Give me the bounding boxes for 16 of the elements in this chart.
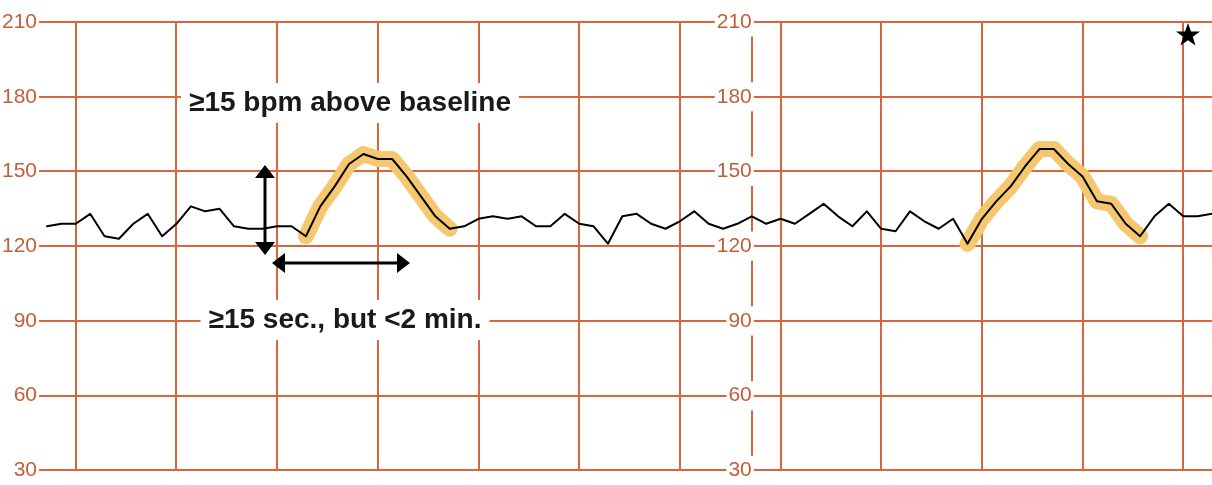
y-tick-label: 60 xyxy=(13,382,38,406)
y-tick-label: 120 xyxy=(1,233,38,256)
annotation: ≥15 sec., but <2 min. xyxy=(208,302,482,334)
y-tick-label: 210 xyxy=(1,8,38,32)
y-tick-label: 150 xyxy=(1,158,38,182)
y-tick-label: 90 xyxy=(13,307,38,331)
y2-tick-label: 30 xyxy=(728,457,752,481)
y-tick-label: 30 xyxy=(13,457,38,481)
y2-tick-label: 90 xyxy=(728,307,752,331)
annotation: ≥15 bpm above baseline xyxy=(189,85,511,117)
y2-tick-label: 180 xyxy=(716,83,752,107)
y2-tick-label: 60 xyxy=(728,382,752,406)
y2-tick-label: 210 xyxy=(716,8,752,32)
y-tick-label: 180 xyxy=(1,83,38,107)
y2-tick-label: 120 xyxy=(716,233,752,256)
y2-tick-label: 150 xyxy=(716,158,752,182)
